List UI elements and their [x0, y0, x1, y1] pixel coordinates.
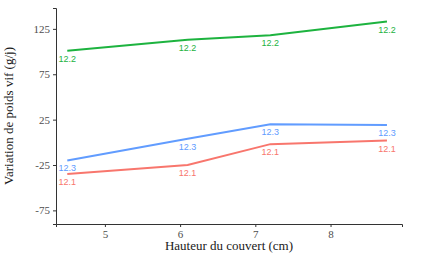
- point-label: 12.1: [179, 168, 197, 178]
- point-label: 12.2: [59, 54, 77, 64]
- point-label: 12.2: [378, 25, 396, 35]
- tick-mark: [255, 224, 256, 227]
- chart: 5678-75-25257512512.212.212.212.212.312.…: [0, 0, 442, 253]
- tick-label: 5: [103, 228, 109, 240]
- point-label: 12.3: [59, 163, 77, 173]
- y-axis: -75 -25 25 75 125: [34, 9, 57, 225]
- x-axis-title: Hauteur du couvert (cm): [165, 238, 293, 253]
- axis-line: [57, 225, 403, 228]
- tick: 25: [39, 114, 56, 126]
- plot: 5678-75-25257512512.212.212.212.212.312.…: [34, 9, 403, 240]
- point-label: 12.1: [378, 144, 396, 154]
- tick-label: 125: [34, 23, 51, 35]
- point-label: 12.1: [262, 147, 280, 157]
- tick-mark: [53, 74, 56, 75]
- y-axis-title: Variation de poids vif (g/j): [1, 47, 16, 185]
- tick-mark: [331, 224, 332, 227]
- tick-mark: [53, 210, 56, 211]
- point-label: 12.2: [262, 38, 280, 48]
- lines: [67, 22, 387, 174]
- tick: 75: [39, 68, 56, 80]
- tick-mark: [105, 224, 106, 227]
- point-label: 12.3: [262, 127, 280, 137]
- point-label: 12.3: [179, 142, 197, 152]
- tick-mark: [53, 120, 56, 121]
- tick-mark: [180, 224, 181, 227]
- point-labels: 12.2 12.2 12.2 12.2 12.3 12.3 12.3 12.3 12.1 12.1…: [59, 25, 396, 187]
- tick: 8: [328, 224, 334, 240]
- tick: -75: [35, 204, 56, 216]
- tick: 125: [34, 23, 57, 35]
- tick-mark: [53, 165, 56, 166]
- tick-label: 8: [328, 228, 334, 240]
- tick-label: 25: [39, 114, 51, 126]
- tick-label: -75: [35, 204, 50, 216]
- point-label: 12.2: [179, 43, 197, 53]
- axis-line: [53, 9, 57, 225]
- series-line: [67, 141, 387, 175]
- tick-label: -25: [35, 159, 50, 171]
- tick: 5: [103, 224, 109, 240]
- tick: -25: [35, 159, 56, 171]
- point-label: 12.3: [378, 128, 396, 138]
- series-line: [67, 22, 387, 51]
- tick-label: 75: [39, 68, 51, 80]
- tick-mark: [53, 29, 56, 30]
- point-label: 12.1: [59, 177, 77, 187]
